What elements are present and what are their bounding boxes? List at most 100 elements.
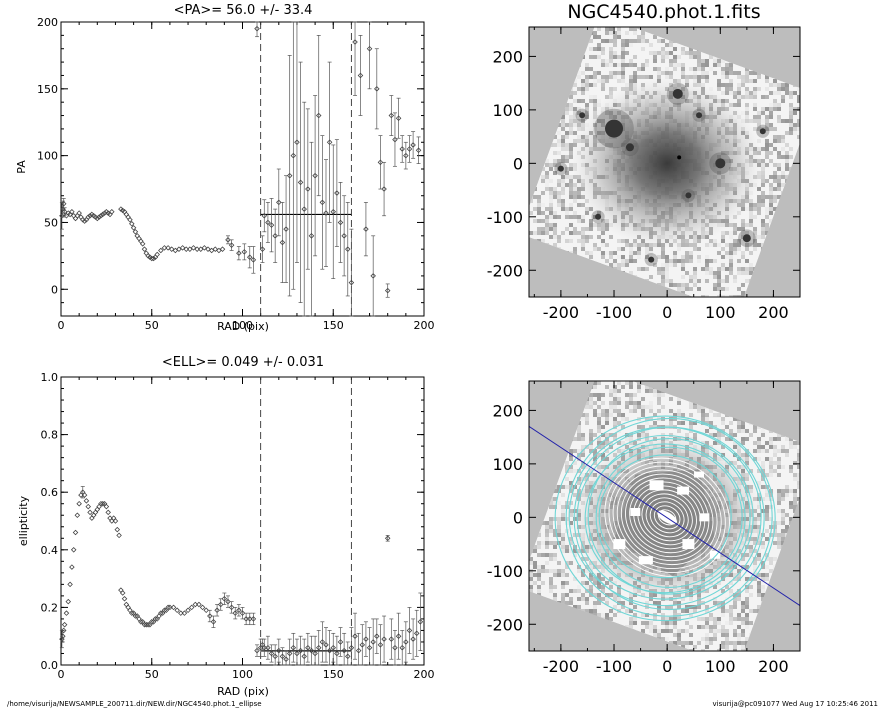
data-point [145,621,151,628]
data-point [323,210,329,216]
noise-pixel [613,75,617,79]
noise-pixel [737,239,741,243]
noise-pixel [725,71,729,75]
noise-pixel [765,529,769,533]
noise-pixel [545,231,549,235]
noise-pixel [533,549,537,553]
noise-pixel [753,207,757,211]
noise-pixel [641,39,645,43]
noise-pixel [601,227,605,231]
noise-pixel [785,513,789,517]
noise-pixel [773,163,777,167]
noise-pixel [569,147,573,151]
noise-pixel [717,295,721,297]
noise-pixel [765,123,769,127]
noise-pixel [549,525,553,529]
data-point [286,172,293,179]
noise-pixel [565,103,569,107]
noise-pixel [789,465,793,469]
noise-pixel [577,549,581,553]
noise-pixel [741,227,745,231]
data-point [352,633,358,639]
noise-pixel [797,119,800,123]
noise-pixel [605,449,609,453]
x-tick-label: 150 [323,319,344,332]
noise-pixel [577,107,581,111]
noise-pixel [773,175,777,179]
noise-pixel [725,63,729,67]
data-point [127,607,133,614]
noise-pixel [565,573,569,577]
noise-pixel [665,67,669,71]
noise-pixel [769,469,773,473]
noise-pixel [725,287,729,291]
noise-pixel [605,413,609,417]
noise-pixel [761,171,765,175]
noise-pixel [725,75,729,79]
noise-pixel [573,107,577,111]
noise-pixel [769,505,773,509]
noise-pixel [633,63,637,67]
noise-pixel [661,251,665,255]
noise-pixel [733,231,737,235]
noise-pixel [593,457,597,461]
data-point [384,535,391,542]
noise-pixel [777,107,781,111]
noise-pixel [641,397,645,401]
noise-pixel [689,55,693,59]
noise-pixel [541,541,545,545]
noise-pixel [585,63,589,67]
noise-pixel [741,79,745,83]
data-point [61,208,68,215]
data-point [228,604,235,611]
star-halo [591,210,605,224]
noise-pixel [565,461,569,465]
noise-pixel [569,469,573,473]
noise-pixel [565,565,569,569]
noise-pixel [553,211,557,215]
data-point [105,509,111,516]
noise-pixel [545,207,549,211]
noise-pixel [601,441,605,445]
noise-pixel [577,437,581,441]
noise-pixel [669,71,673,75]
noise-pixel [681,291,685,295]
noise-pixel [749,251,753,255]
noise-pixel [617,409,621,413]
noise-pixel [785,529,789,533]
noise-pixel [549,211,553,215]
noise-pixel [737,267,741,271]
noise-pixel [757,425,761,429]
x-tick-label: 0 [662,303,672,322]
data-point [141,621,148,628]
noise-pixel [693,275,697,279]
noise-pixel [597,425,601,429]
noise-pixel [737,91,741,95]
noise-pixel [565,207,569,211]
noise-pixel [737,429,741,433]
noise-pixel [685,259,689,263]
noise-pixel [765,107,769,111]
noise-pixel [797,95,800,99]
noise-pixel [745,87,749,91]
data-point [241,249,248,255]
noise-pixel [729,271,733,275]
noise-pixel [593,79,597,83]
noise-pixel [693,271,697,275]
noise-pixel [741,295,745,297]
noise-pixel [765,227,769,231]
data-point [279,653,286,660]
ellipticity-profile-panel: <ELL>= 0.049 +/- 0.031 RAD (pix) ellipti… [17,355,435,698]
noise-pixel [629,259,633,263]
noise-pixel [553,553,557,557]
noise-pixel [713,259,717,263]
noise-pixel [693,79,697,83]
noise-pixel [573,79,577,83]
noise-pixel [701,413,705,417]
noise-pixel [749,207,753,211]
noise-pixel [553,215,557,219]
noise-pixel [601,83,605,87]
noise-pixel [681,421,685,425]
noise-pixel [761,461,765,465]
